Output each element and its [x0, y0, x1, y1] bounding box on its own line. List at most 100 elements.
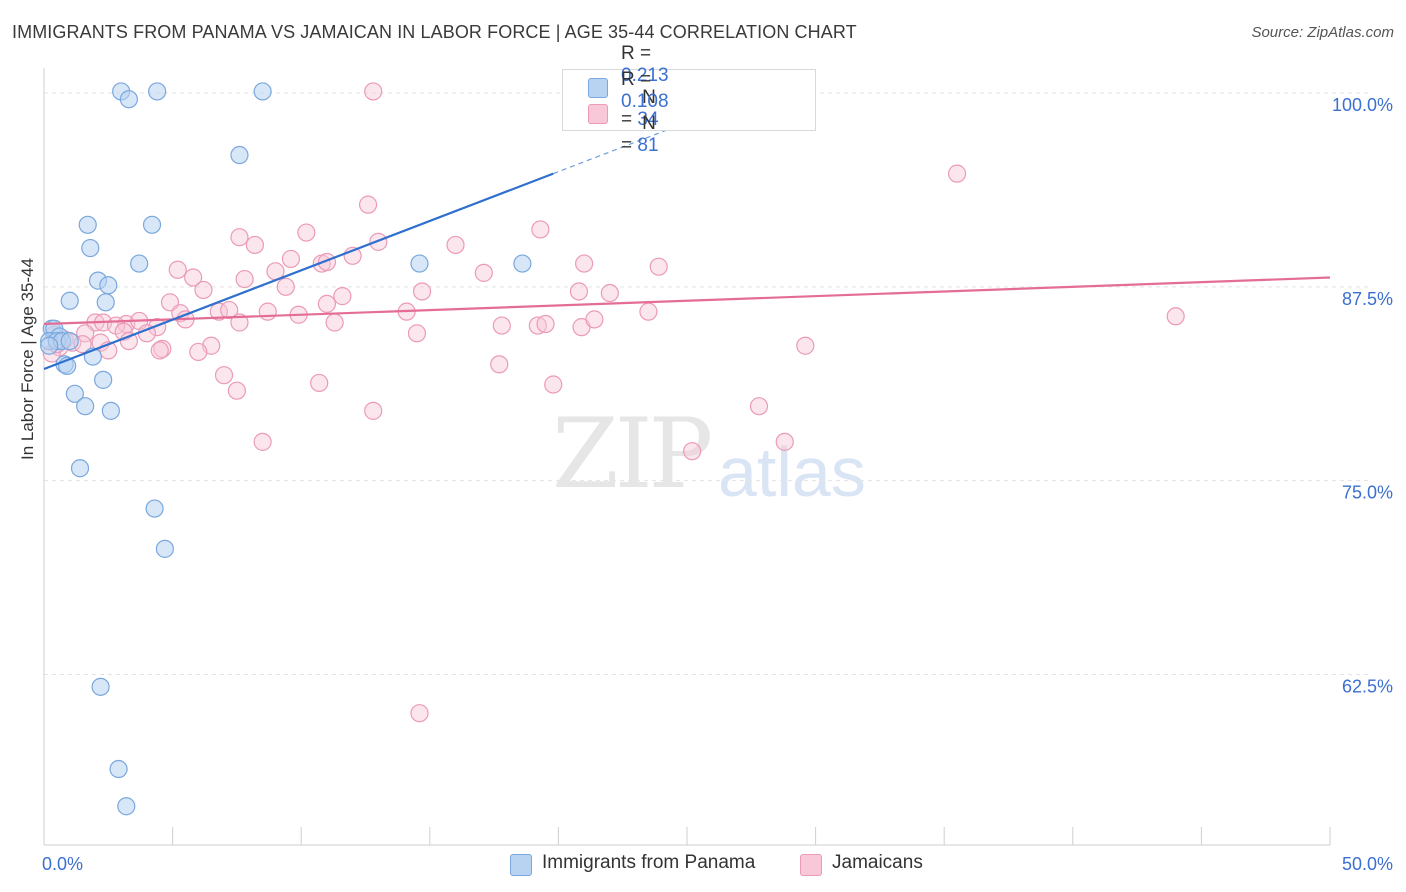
jamaican-point	[536, 314, 555, 334]
jamaican-point	[230, 228, 249, 247]
jamaican-point	[600, 283, 619, 303]
jamaican-point	[76, 324, 95, 343]
jamaican-point	[119, 331, 138, 351]
y-tick-label: 100.0%	[1332, 95, 1393, 115]
jamaican-point	[189, 342, 208, 362]
legend-jamaican-swatch	[800, 854, 822, 876]
jamaican-point	[649, 257, 668, 276]
jamaican-point	[749, 397, 769, 416]
panama-point	[78, 215, 97, 234]
jamaican-point	[364, 82, 383, 101]
panama-point	[91, 677, 110, 696]
jamaican-point	[258, 302, 277, 321]
y-axis-label: In Labor Force | Age 35-44	[18, 258, 37, 460]
panama-point	[410, 254, 429, 273]
panama-point	[40, 336, 59, 355]
jamaican-point	[281, 249, 301, 269]
jamaican-point	[639, 302, 658, 321]
jamaican-point	[575, 254, 594, 273]
jamaican-point	[276, 277, 295, 296]
jamaican-point	[245, 235, 265, 255]
jamaican-point	[796, 336, 815, 355]
jamaican-r-label: R =	[621, 69, 652, 90]
jamaican-point	[1166, 307, 1185, 326]
jamaican-point	[947, 164, 967, 183]
jamaican-n-value: 81	[637, 135, 659, 156]
jamaican-point	[585, 310, 604, 329]
y-tick-label: 75.0%	[1342, 483, 1393, 503]
jamaican-point	[325, 313, 344, 332]
panama-point	[142, 215, 162, 234]
panama-point	[230, 145, 249, 165]
panama-point	[70, 459, 90, 478]
jamaican-point	[474, 263, 493, 282]
panama-trendline-extension	[553, 89, 773, 175]
panama-point	[253, 82, 272, 101]
jamaican-point	[358, 195, 378, 214]
panama-point	[109, 759, 128, 779]
panama-point	[99, 276, 118, 295]
x-tick-label: 0.0%	[42, 854, 83, 874]
jamaican-swatch	[588, 104, 608, 124]
panama-n-label: N =	[621, 87, 656, 130]
jamaican-point	[446, 235, 465, 255]
jamaican-point	[194, 280, 213, 300]
watermark-zip: ZIP	[552, 398, 713, 510]
jamaican-point	[544, 375, 563, 394]
jamaican-r-value: 0.108	[621, 91, 669, 112]
x-tick-label: 50.0%	[1342, 854, 1393, 874]
jamaican-point	[297, 223, 316, 242]
jamaican-point	[253, 432, 272, 451]
jamaican-point	[150, 341, 169, 360]
jamaican-point	[683, 442, 702, 461]
panama-point	[513, 254, 532, 273]
jamaican-point	[235, 269, 254, 289]
jamaican-point	[412, 282, 432, 301]
jamaican-point	[492, 316, 511, 335]
jamaican-point	[230, 313, 249, 332]
jamaican-point	[528, 316, 547, 335]
stats-legend: R = 0.213 N = 34 R = 0.108 N = 81	[562, 43, 816, 156]
panama-point	[155, 539, 174, 558]
jamaican-point	[364, 401, 383, 420]
panama-r-value: 0.213	[621, 65, 669, 86]
chart-title: IMMIGRANTS FROM PANAMA VS JAMAICAN IN LA…	[12, 22, 857, 42]
panama-point	[117, 797, 136, 816]
jamaican-point	[214, 366, 234, 385]
jamaican-point	[310, 373, 329, 393]
panama-point	[101, 401, 120, 420]
jamaican-point	[775, 432, 794, 451]
panama-n-value: 34	[637, 109, 659, 130]
panama-point	[65, 384, 84, 403]
panama-point	[60, 331, 79, 351]
panama-swatch	[588, 78, 608, 98]
panama-point	[60, 291, 79, 310]
jamaican-point	[490, 355, 509, 374]
y-tick-label: 62.5%	[1342, 676, 1393, 696]
panama-r-label: R =	[621, 43, 652, 64]
jamaican-point	[317, 294, 337, 313]
jamaican-point	[227, 381, 246, 400]
jamaican-point	[184, 268, 203, 287]
jamaican-point	[569, 282, 589, 301]
jamaican-n-label: N =	[621, 113, 656, 156]
jamaican-point	[531, 220, 550, 239]
jamaican-point	[407, 324, 427, 343]
jamaican-point	[91, 333, 110, 352]
y-tick-label: 87.5%	[1342, 289, 1393, 309]
source-label: Source: ZipAtlas.com	[1251, 24, 1394, 41]
panama-point	[119, 90, 138, 109]
panama-point	[81, 238, 100, 258]
panama-point	[94, 370, 113, 389]
panama-point	[148, 82, 167, 101]
panama-trendline	[43, 172, 554, 371]
legend-panama-swatch	[510, 854, 532, 876]
panama-point	[96, 293, 115, 312]
legend-jamaican-label: Jamaicans	[832, 852, 923, 873]
jamaican-point	[333, 287, 352, 306]
panama-point	[76, 397, 95, 416]
panama-point	[130, 254, 149, 273]
jamaican-point	[410, 704, 429, 723]
legend-panama-label: Immigrants from Panama	[542, 852, 756, 873]
